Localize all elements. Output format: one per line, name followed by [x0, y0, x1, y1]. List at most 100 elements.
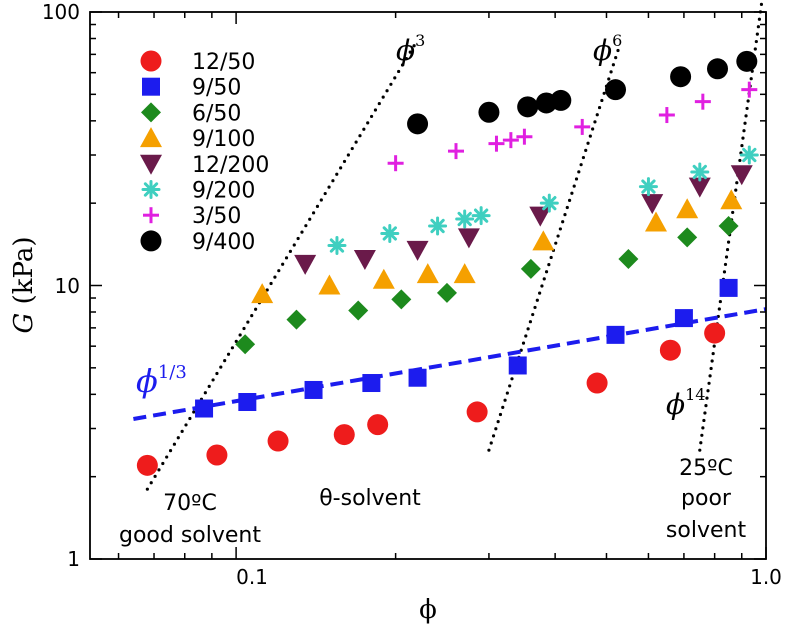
data-point: [406, 240, 429, 261]
data-point: [367, 414, 389, 436]
data-point: [658, 107, 675, 124]
series-9-100: [251, 189, 743, 304]
data-point: [520, 258, 541, 279]
data-point: [502, 132, 519, 149]
data-point: [674, 309, 693, 328]
phi3-base: ϕ: [396, 34, 415, 67]
data-point: [690, 162, 710, 182]
legend-item-9-400: 9/400: [140, 230, 255, 255]
data-point: [353, 249, 376, 270]
data-point: [516, 128, 533, 145]
data-point: [488, 135, 505, 152]
legend-label: 6/50: [192, 101, 241, 126]
data-point: [333, 424, 355, 446]
phi3-exponent: 3: [415, 31, 425, 50]
data-point: [694, 93, 711, 110]
data-point: [428, 216, 448, 236]
power-law-label-phi14: ϕ14: [666, 385, 705, 421]
data-point: [407, 113, 429, 135]
data-point: [532, 230, 555, 251]
series-12-50: [136, 322, 726, 476]
legend-item-9-200: 9/200: [141, 179, 255, 204]
legend-marker: [143, 207, 159, 224]
data-point: [238, 393, 257, 412]
data-point: [372, 268, 395, 289]
phi6-exponent: 6: [612, 31, 622, 50]
legend-marker: [140, 127, 162, 148]
power-law-line-phi3: [145, 38, 420, 491]
legend-label: 9/100: [192, 127, 255, 152]
legend-marker: [140, 230, 162, 252]
legend-item-9-50: 9/50: [142, 76, 241, 101]
data-point: [688, 177, 711, 198]
x-tick-label-0.1: 0.1: [236, 565, 268, 589]
data-point: [508, 356, 527, 375]
data-point: [436, 282, 457, 303]
data-point: [471, 206, 491, 226]
phi6-base: ϕ: [593, 34, 612, 67]
legend-label: 9/200: [192, 179, 255, 204]
data-point: [720, 189, 743, 210]
series-9-50: [195, 278, 738, 418]
legend-marker: [141, 102, 161, 123]
data-point: [529, 206, 552, 227]
series-6-50: [235, 216, 739, 355]
y-tick-label-1: 1: [67, 547, 80, 571]
data-point: [453, 263, 476, 284]
data-point: [606, 325, 625, 344]
annotation-poor-solvent: solvent: [666, 518, 747, 543]
y-tick-label-10: 10: [55, 274, 80, 298]
legend-label: 9/400: [192, 230, 255, 255]
annotation-good-solvent-temp: 70ºC: [163, 491, 217, 516]
series-9-200: [327, 145, 759, 256]
data-point: [362, 374, 381, 393]
data-point: [741, 81, 758, 98]
phi14-exponent: 14: [685, 385, 705, 404]
data-point: [644, 211, 667, 232]
data-point: [586, 372, 608, 394]
axis-ticks: [90, 11, 767, 560]
data-point: [670, 66, 692, 88]
data-point: [730, 165, 753, 186]
legend-marker: [142, 77, 160, 96]
data-point: [348, 300, 369, 321]
legend-marker: [140, 154, 162, 175]
data-point: [457, 228, 480, 249]
phi-one-third-exponent: 1/3: [158, 362, 187, 383]
series-3-50: [387, 81, 758, 172]
legend-item-12-50: 12/50: [140, 50, 255, 75]
data-point: [517, 96, 539, 118]
series-9-400: [407, 50, 758, 135]
data-point: [294, 254, 317, 275]
phi-one-third-base: ϕ: [136, 362, 158, 400]
y-axis-label-unit: (kPa): [9, 237, 39, 313]
data-point: [466, 401, 488, 423]
data-point: [574, 118, 591, 135]
data-point: [267, 430, 289, 452]
data-point: [195, 399, 214, 418]
legend-item-6-50: 6/50: [141, 101, 241, 126]
x-tick-label-1.0: 1.0: [750, 565, 782, 589]
data-point: [380, 223, 400, 243]
data-point: [408, 368, 427, 387]
annotation-poor-solvent-temp: 25ºC: [679, 456, 733, 481]
legend-label: 12/50: [192, 50, 255, 75]
data-point: [136, 454, 158, 476]
x-axis-label: ϕ: [419, 595, 437, 625]
data-point: [641, 194, 664, 215]
data-point: [318, 274, 341, 295]
data-point: [539, 193, 559, 213]
data-point: [455, 209, 475, 229]
data-point: [707, 58, 729, 80]
data-point: [550, 89, 572, 111]
data-point: [251, 283, 274, 304]
legend-label: 9/50: [192, 76, 241, 101]
legend-label: 12/200: [192, 153, 269, 178]
data-point: [327, 236, 347, 256]
annotation-theta-solvent: θ-solvent: [319, 486, 421, 511]
data-point: [677, 227, 698, 248]
data-point: [638, 177, 658, 197]
y-tick-label-100: 100: [42, 0, 80, 24]
